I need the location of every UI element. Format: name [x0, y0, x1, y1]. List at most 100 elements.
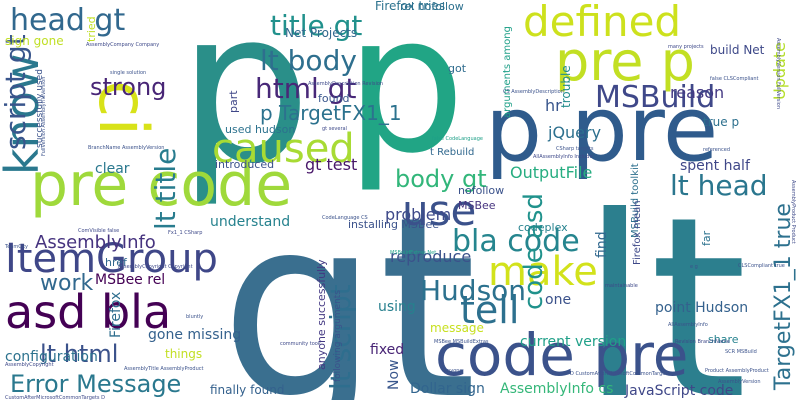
- word-31: lt html: [40, 340, 118, 368]
- word-80: anyone successfully: [315, 259, 328, 370]
- word-4: p pre: [485, 77, 718, 182]
- word-100: many projects: [668, 44, 704, 50]
- word-64: find: [594, 231, 610, 258]
- word-58: configuration: [5, 349, 98, 365]
- word-15: make: [488, 249, 598, 295]
- word-23: lt title: [149, 148, 182, 230]
- word-25: code asd: [519, 193, 549, 310]
- word-108: maintainable: [605, 283, 638, 289]
- word-51: current version: [520, 334, 626, 350]
- word-36: AssemblyInfo: [35, 232, 156, 253]
- word-115: MSBee MSBuildExtras: [434, 339, 489, 345]
- word-76: nofollow: [458, 184, 504, 197]
- word-118: AllAssemblyInfo: [668, 322, 708, 328]
- word-65: trouble: [559, 65, 573, 108]
- word-27: script gt: [0, 34, 32, 150]
- word-103: FullVersion AssemblyFileVersion: [41, 77, 47, 156]
- word-89: MSBuild toolkit: [630, 163, 641, 238]
- word-61: clear: [95, 161, 130, 177]
- word-99: referenced: [703, 147, 730, 153]
- word-123: AssemblyProduct Product: [790, 180, 796, 244]
- word-67: Firefox tries: [375, 0, 445, 13]
- word-83: far: [700, 230, 713, 246]
- word-59: gone missing: [148, 327, 241, 343]
- word-12: caused: [212, 126, 355, 172]
- word-57: MSBee rel: [95, 272, 165, 288]
- word-71: true p: [703, 115, 739, 129]
- word-21: title gt: [270, 9, 362, 42]
- word-0: gt: [220, 163, 477, 400]
- word-68: sign gone: [5, 34, 64, 48]
- word-8: ci: [83, 80, 162, 136]
- word-46: spent half: [680, 158, 751, 174]
- word-116: SCR MSBuild: [725, 349, 757, 355]
- word-52: JavaScript code: [624, 383, 733, 399]
- word-54: AssemblyInfo cs: [500, 381, 613, 397]
- word-40: jQuery: [547, 123, 601, 142]
- word-42: reason: [670, 83, 724, 102]
- word-10: know: [0, 53, 49, 175]
- word-63: one: [545, 292, 571, 308]
- word-39: hr: [545, 96, 562, 115]
- word-56: Now: [386, 360, 402, 391]
- word-87: href: [105, 256, 128, 269]
- word-38: OutputFile: [510, 163, 592, 182]
- word-18: MSBuild: [595, 80, 715, 115]
- word-107: MSBuildExtras Net: [390, 250, 436, 256]
- word-75: t Rebuild: [430, 147, 474, 158]
- word-74: introduced: [215, 158, 274, 171]
- word-43: problem: [385, 205, 451, 224]
- word-20: lt body: [260, 44, 357, 77]
- word-81: following arguments: [333, 290, 343, 382]
- word-48: Firefox: [108, 292, 124, 338]
- word-120: AssemblyTitle AssemblyProduct: [124, 366, 204, 372]
- word-70: got: [448, 62, 467, 75]
- word-13: ItemGroup: [5, 236, 218, 282]
- word-19: html gt: [255, 72, 356, 105]
- word-28: body gt: [395, 165, 487, 193]
- word-126: gt several: [322, 126, 347, 132]
- word-50: message: [430, 321, 484, 335]
- word-119: AssemblyCopyright: [5, 362, 54, 368]
- word-93: single solution: [110, 70, 146, 76]
- word-102: AssemblyVersion FullVersion: [775, 38, 781, 109]
- word-112: Fx1_1 CSharp: [168, 230, 202, 236]
- word-109: CLSCompliant true: [738, 263, 785, 269]
- word-98: CSharp targets: [556, 146, 594, 152]
- word-2: p: [178, 0, 311, 210]
- word-29: Hudson: [420, 274, 526, 307]
- word-33: work: [40, 271, 93, 296]
- word-24: lt head: [670, 169, 768, 202]
- word-117: Revision BranchName: [675, 339, 730, 345]
- word-55: finally found: [210, 383, 285, 397]
- word-101: false CLSCompliant: [710, 76, 759, 82]
- word-125: e g: [690, 264, 698, 270]
- word-104: BranchName AssemblyVersion: [88, 145, 164, 151]
- word-95: CS AssemblyDescription: [503, 89, 564, 95]
- word-7: pre p: [555, 30, 695, 93]
- word-47: point Hudson: [655, 300, 748, 316]
- word-128: AssemblyVersion: [718, 379, 761, 385]
- word-30: strong: [90, 73, 166, 101]
- word-3: p: [345, 0, 466, 195]
- word-16: tell: [460, 288, 519, 332]
- word-90: arguments among: [502, 26, 513, 118]
- word-37: gt test: [305, 155, 357, 174]
- word-73: used hudson: [225, 123, 295, 136]
- word-106: CodeLanguage CS: [322, 215, 368, 221]
- word-88: successfully used: [35, 69, 45, 148]
- word-79: codeplex: [518, 221, 568, 234]
- word-96: false CodeLanguage: [432, 136, 483, 142]
- word-91: Firefox mean: [632, 200, 643, 265]
- word-82: part: [227, 90, 240, 113]
- word-113: bluntly: [186, 314, 203, 320]
- word-105: AssemblyCopyright Copyright: [118, 264, 193, 270]
- word-11: defined: [523, 0, 681, 46]
- word-86: rel nofollow: [400, 0, 464, 13]
- word-121: CustomAfterMicrosoftCommonTargets D: [5, 395, 105, 400]
- word-62: using: [378, 299, 416, 315]
- word-34: TargetFX1_1 true: [771, 203, 796, 391]
- word-41: Update: [770, 42, 789, 100]
- word-9: asd bla: [5, 285, 171, 339]
- word-17: bla code: [452, 224, 580, 259]
